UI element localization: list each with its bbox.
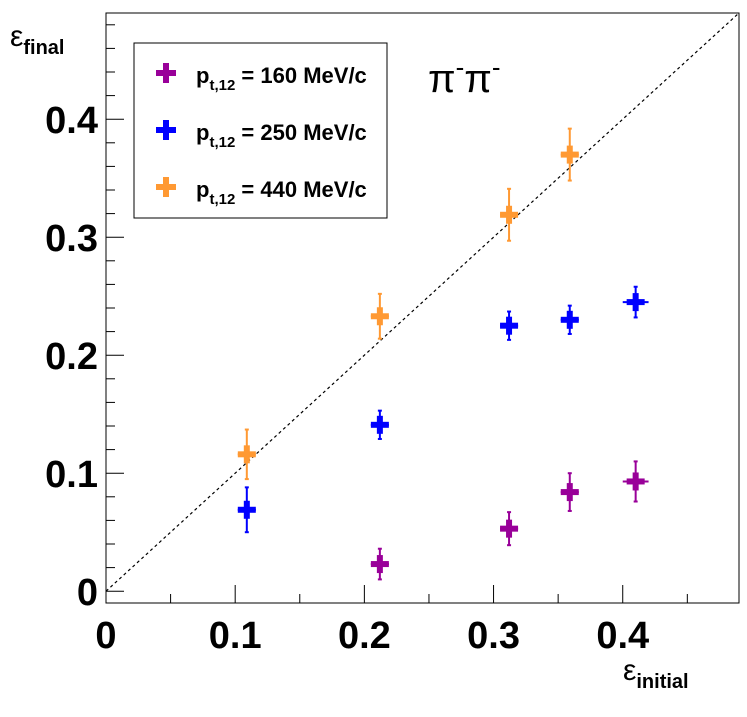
marker-vertical [243,500,250,519]
legend-label: pt,12 = 250 MeV/c [196,120,367,151]
legend: pt,12 = 160 MeV/cpt,12 = 250 MeV/cpt,12 … [133,42,388,219]
marker-vertical [506,316,513,335]
data-point [500,187,519,242]
marker-vertical [376,415,383,434]
x-axis-label-symbol: ε [623,654,636,687]
y-tick-label: 0.1 [45,454,98,496]
legend-label-suffix: = 160 MeV/c [235,63,366,88]
marker-vertical [506,205,513,224]
diagonal-reference-line [105,12,740,592]
y-tick-label: 0.4 [45,100,98,142]
data-point [370,547,389,581]
y-axis-label: εfinal [10,20,65,59]
x-tick-label: 0.3 [467,615,520,657]
legend-marker-vertical [163,177,169,197]
data-points [237,127,649,581]
legend-entry-1: pt,12 = 160 MeV/c [156,63,367,94]
data-point [237,428,256,481]
axis-tick-labels: 0 0.1 0.2 0.3 0.4 0 0.1 0.2 0.3 0.4 [45,100,649,657]
x-axis-label: εinitial [623,654,689,693]
title-pi-2: π [464,57,492,101]
marker-vertical [566,145,573,164]
marker-vertical [632,293,639,312]
legend-label-prefix: p [196,63,209,88]
marker-vertical [506,519,513,538]
legend-marker-vertical [163,63,169,83]
y-tick-label: 0.2 [45,336,98,378]
x-tick-label: 0.2 [338,615,391,657]
marker-vertical [376,307,383,326]
data-point [500,310,519,341]
legend-label-prefix: p [196,120,209,145]
data-point [370,409,389,440]
legend-label-sub: t,12 [209,191,235,208]
legend-entry-2: pt,12 = 250 MeV/c [156,120,367,151]
legend-marker-vertical [163,120,169,140]
y-tick-label: 0.3 [45,218,98,260]
legend-box [133,42,388,219]
y-tick-label: 0 [77,572,98,614]
legend-label: pt,12 = 160 MeV/c [196,63,367,94]
title-sup-2: - [492,52,501,82]
data-point [500,511,519,547]
data-point [370,292,389,340]
svg-text:π-π-: π-π- [428,52,501,101]
title-pi-1: π [428,57,456,101]
x-tick-label: 0.4 [596,615,649,657]
legend-label-sub: t,12 [209,134,235,151]
svg-text:εfinal: εfinal [10,20,65,59]
data-point [560,472,579,512]
legend-label-suffix: = 440 MeV/c [235,177,366,202]
axis-ticks [105,24,688,603]
series-1 [370,460,649,581]
series-3 [237,127,579,481]
data-point [237,486,256,534]
x-axis-label-sub: initial [636,671,688,693]
data-point [622,460,649,503]
data-point [622,285,649,319]
marker-vertical [566,483,573,502]
svg-text:εinitial: εinitial [623,654,689,693]
x-tick-label: 0 [95,615,116,657]
y-axis-label-sub: final [23,37,64,59]
legend-label-prefix: p [196,177,209,202]
marker-vertical [243,445,250,464]
title-annotation: π-π- [428,52,501,101]
marker-vertical [566,310,573,329]
legend-entry-3: pt,12 = 440 MeV/c [156,177,367,208]
series-2 [237,285,649,534]
legend-label: pt,12 = 440 MeV/c [196,177,367,208]
y-axis-label-symbol: ε [10,20,23,53]
title-sup-1: - [456,52,465,82]
legend-label-suffix: = 250 MeV/c [235,120,366,145]
marker-vertical [376,555,383,574]
x-tick-label: 0.1 [209,615,262,657]
data-point [560,304,579,335]
data-point [560,127,579,182]
marker-vertical [632,472,639,491]
legend-label-sub: t,12 [209,77,235,94]
